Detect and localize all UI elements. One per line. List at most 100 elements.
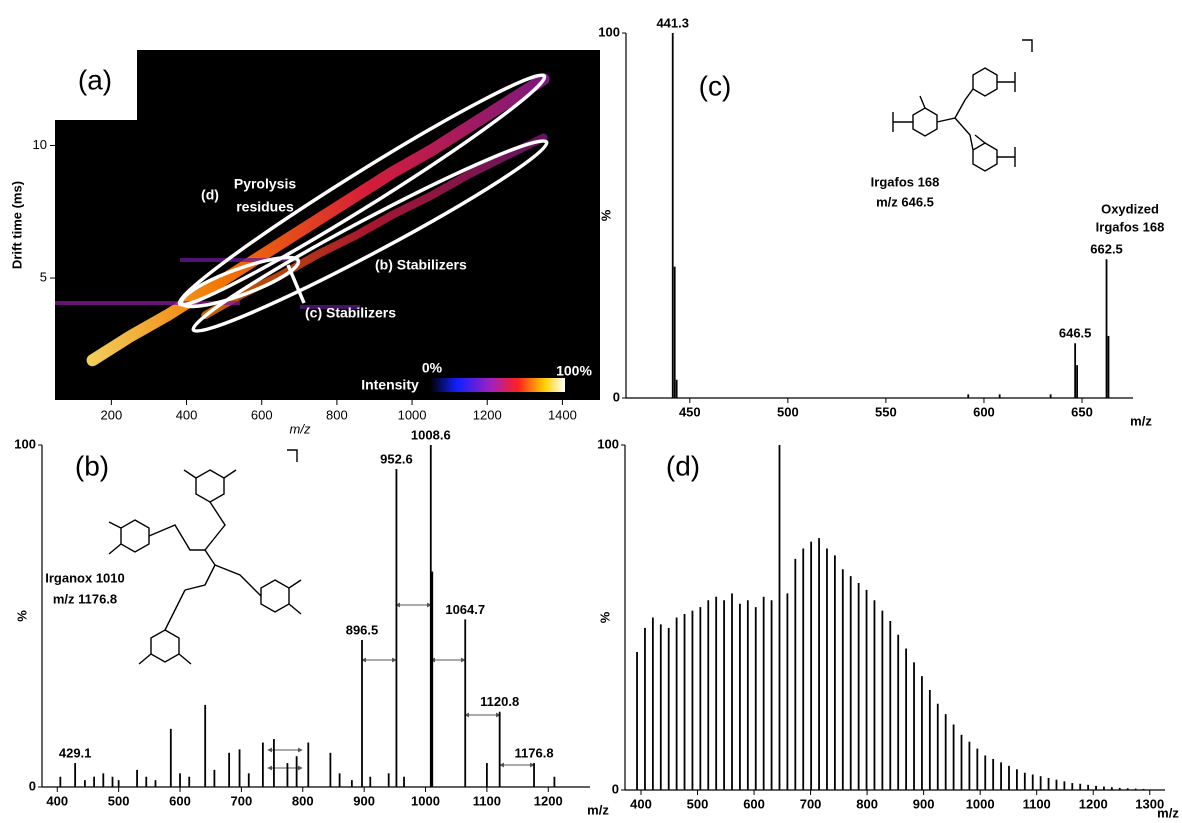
x-tick-label: 500 (777, 404, 799, 419)
annotation: (c) Stabilizers (305, 305, 396, 321)
chain (936, 88, 974, 123)
x-tick-label: 1200 (534, 793, 563, 808)
chain (184, 501, 226, 591)
x-axis-label: m/z (1130, 413, 1152, 428)
y-tick-label: 100 (597, 436, 619, 451)
ring (260, 579, 290, 613)
x-tick-label: 600 (169, 793, 191, 808)
colorbar-min-label: 0% (422, 360, 443, 376)
x-tick-label: 200 (101, 407, 123, 422)
region-ellipse (179, 255, 301, 309)
peak-label: 646.5 (1059, 326, 1092, 341)
x-tick-label: 900 (353, 793, 375, 808)
y-axis-label: % (14, 610, 29, 622)
structure-irgafos (892, 39, 1033, 172)
y-tick-label: 0 (613, 389, 620, 404)
chain (164, 589, 186, 631)
annotation: Irgafos 168 (871, 174, 940, 189)
x-tick-label: 700 (800, 796, 822, 811)
colorbar (430, 378, 565, 392)
structure-irganox (108, 449, 302, 665)
x-axis-label: m/z (290, 421, 311, 436)
peak-label: 662.5 (1090, 242, 1123, 257)
panel-label: (c) (699, 70, 732, 101)
x-tick-label: 450 (679, 404, 701, 419)
x-tick-label: 700 (231, 793, 253, 808)
x-tick-label: 800 (856, 796, 878, 811)
peak-label: 1008.6 (411, 427, 451, 442)
x-axis-label: m/z (1157, 805, 1179, 820)
annotation: m/z 1176.8 (53, 591, 117, 606)
ring (972, 142, 998, 172)
x-tick-label: 650 (1071, 404, 1093, 419)
panel-label: (a) (78, 64, 112, 95)
x-tick-label: 500 (108, 793, 130, 808)
intensity-ridge (86, 73, 550, 367)
chain (148, 524, 205, 551)
x-tick-label: 550 (875, 404, 897, 419)
x-tick-label: 1200 (1079, 796, 1108, 811)
peak-label: 441.3 (656, 15, 689, 30)
x-tick-label: 1100 (1023, 796, 1051, 811)
radical-bracket (1022, 39, 1033, 52)
annotation: (b) Stabilizers (375, 257, 467, 273)
colorbar-title: Intensity (361, 377, 419, 393)
annotation: Irgafos 168 (1096, 219, 1165, 234)
x-axis-label: m/z (587, 802, 609, 817)
ring (120, 519, 150, 553)
ring (195, 469, 225, 503)
annotation: Pyrolysis (234, 176, 296, 192)
y-tick-label: 0 (29, 778, 36, 793)
radical-bracket (287, 449, 298, 462)
panel-label: (b) (75, 450, 109, 481)
peak-label: 1064.7 (445, 602, 485, 617)
annotation: Irganox 1010 (45, 570, 125, 585)
peak-label: 1176.8 (515, 745, 554, 760)
annotation: Oxydized (1101, 201, 1159, 216)
y-tick-label: 100 (14, 436, 36, 451)
colorbar-max-label: 100% (556, 363, 592, 379)
x-tick-label: 400 (176, 407, 198, 422)
x-tick-label: 400 (46, 793, 68, 808)
bonds (892, 72, 1016, 167)
x-tick-label: 500 (687, 796, 709, 811)
y-tick-label: 10 (33, 137, 47, 152)
x-tick-label: 900 (913, 796, 935, 811)
leader-line (286, 264, 306, 304)
y-axis-label: Drift time (ms) (9, 181, 24, 269)
x-tick-label: 1400 (548, 407, 577, 422)
x-tick-label: 1100 (473, 793, 501, 808)
y-axis-label: % (597, 611, 612, 623)
annotation: m/z 646.5 (876, 194, 934, 209)
heatmap-background (55, 50, 600, 400)
x-tick-label: 800 (326, 407, 348, 422)
x-tick-label: 1000 (411, 793, 440, 808)
bonds (108, 469, 302, 665)
ring (150, 629, 180, 663)
x-tick-label: 600 (973, 404, 995, 419)
x-tick-label: 1200 (473, 407, 502, 422)
x-tick-label: 1000 (398, 407, 427, 422)
chain (214, 564, 262, 597)
chain (954, 117, 974, 151)
heatmap-layer (86, 73, 550, 367)
x-tick-label: 1300 (1135, 796, 1164, 811)
intensity-ridge (201, 133, 548, 320)
x-tick-label: 600 (251, 407, 273, 422)
panel-label: (d) (666, 450, 700, 481)
ring (912, 107, 938, 137)
peak-label: 1120.8 (480, 694, 519, 709)
ring (972, 67, 998, 97)
x-tick-label: 1000 (966, 796, 995, 811)
region-outlines (177, 73, 549, 333)
y-axis-label: % (598, 209, 613, 221)
peak-label: 429.1 (59, 745, 92, 760)
x-tick-label: 800 (292, 793, 314, 808)
peak-label: 896.5 (346, 622, 379, 637)
region-ellipse (177, 73, 547, 307)
y-tick-label: 100 (598, 24, 620, 39)
annotation: residues (236, 199, 294, 215)
region-ellipse (191, 139, 549, 333)
annotation: (d) (201, 187, 219, 203)
